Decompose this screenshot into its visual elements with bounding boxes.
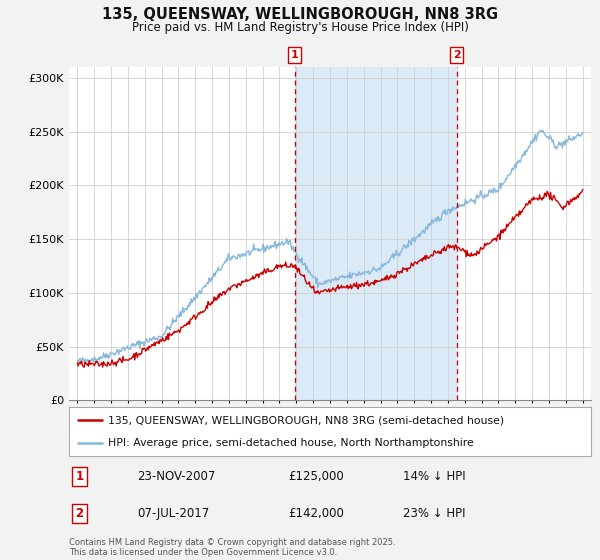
Text: 1: 1: [291, 50, 299, 60]
Text: 2: 2: [76, 507, 83, 520]
Text: Contains HM Land Registry data © Crown copyright and database right 2025.
This d: Contains HM Land Registry data © Crown c…: [69, 538, 395, 557]
Text: Price paid vs. HM Land Registry's House Price Index (HPI): Price paid vs. HM Land Registry's House …: [131, 21, 469, 34]
Text: 23% ↓ HPI: 23% ↓ HPI: [403, 507, 466, 520]
Text: 07-JUL-2017: 07-JUL-2017: [137, 507, 209, 520]
Text: HPI: Average price, semi-detached house, North Northamptonshire: HPI: Average price, semi-detached house,…: [108, 438, 474, 448]
Text: £125,000: £125,000: [288, 470, 344, 483]
Text: 23-NOV-2007: 23-NOV-2007: [137, 470, 215, 483]
Text: 14% ↓ HPI: 14% ↓ HPI: [403, 470, 466, 483]
Text: 135, QUEENSWAY, WELLINGBOROUGH, NN8 3RG (semi-detached house): 135, QUEENSWAY, WELLINGBOROUGH, NN8 3RG …: [108, 416, 504, 426]
Text: £142,000: £142,000: [288, 507, 344, 520]
Text: 2: 2: [453, 50, 461, 60]
Text: 135, QUEENSWAY, WELLINGBOROUGH, NN8 3RG: 135, QUEENSWAY, WELLINGBOROUGH, NN8 3RG: [102, 7, 498, 22]
Bar: [295, 67, 457, 400]
Text: 1: 1: [76, 470, 83, 483]
